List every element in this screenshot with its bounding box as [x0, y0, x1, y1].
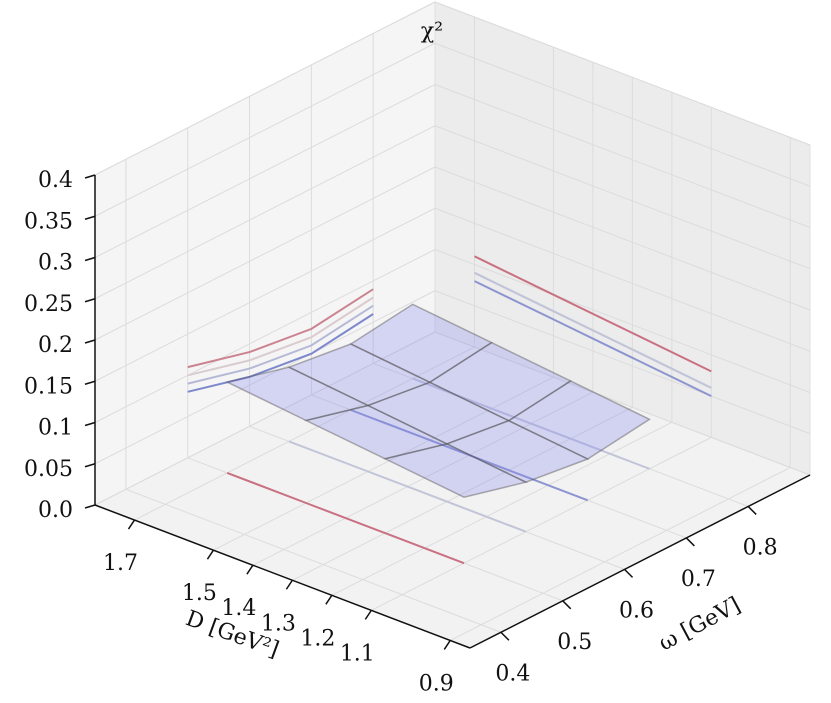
tick-mark	[685, 537, 695, 547]
z-tick-label: 0.1	[38, 416, 73, 441]
axis-line	[94, 504, 471, 649]
grid-line	[94, 290, 436, 465]
grid-line	[252, 391, 594, 566]
y-tick-label: 0.5	[557, 630, 592, 655]
grid-line	[434, 290, 811, 435]
surface-cell	[287, 343, 432, 407]
floor-projection	[350, 409, 589, 502]
y-tick-label: 0.4	[495, 661, 530, 686]
grid-line	[125, 488, 502, 633]
grid-line	[94, 166, 436, 341]
projections	[187, 255, 712, 565]
x-tick-label: 1.1	[340, 641, 375, 666]
grid-line	[94, 42, 436, 217]
tick-mark	[206, 549, 215, 560]
grid-line	[434, 1, 811, 146]
tick-mark	[246, 564, 254, 575]
z-tick-label: 0.2	[38, 333, 73, 358]
grid-line	[94, 331, 436, 506]
surface-cell	[303, 404, 450, 460]
x-tick-label: 1.7	[103, 551, 138, 576]
tick-mark	[84, 339, 96, 344]
surface-cell	[366, 381, 511, 445]
grid-line	[434, 249, 811, 393]
tick-mark	[84, 504, 96, 509]
grid-line	[434, 331, 811, 476]
tick-mark	[285, 579, 293, 590]
floor-projection	[412, 377, 650, 470]
tick-mark	[84, 380, 96, 385]
tick-mark	[747, 505, 757, 515]
y-axis-label: ω [GeV]	[655, 593, 745, 657]
z-tick-label: 0.35	[24, 209, 73, 234]
x-tick-label: 0.9	[419, 671, 454, 696]
x-tick-label: 1.4	[221, 596, 256, 621]
tick-mark	[84, 421, 96, 427]
right-wall-profile	[474, 271, 712, 389]
right-wall-profile	[474, 280, 712, 397]
tick-mark	[84, 298, 96, 303]
grid-line	[134, 346, 475, 521]
axes: 0.0 0.05 0.1 0.15 0.2 0.25 0.3 0.35 0.4 1.7 1.51.4…	[24, 168, 811, 696]
tick-mark	[84, 174, 96, 179]
grid-line	[434, 166, 811, 311]
grid-line	[94, 84, 436, 258]
left-wall-profile	[187, 288, 374, 369]
panes	[93, 1, 812, 649]
left-wall-profile	[187, 304, 374, 385]
left-wall-profile	[187, 296, 374, 377]
y-tick-label: 0.7	[681, 567, 716, 592]
surface	[224, 303, 652, 498]
grid-line	[331, 421, 673, 596]
y-tick-label: 0.8	[743, 535, 778, 560]
tick-mark	[84, 463, 96, 468]
tick-mark	[364, 609, 372, 620]
grid-line	[434, 42, 811, 187]
grid-line	[434, 84, 811, 228]
grid-line	[450, 467, 791, 641]
grid-line	[94, 249, 436, 423]
x-tick-label: 1.2	[300, 626, 335, 651]
left-wall-profile	[187, 313, 374, 393]
tick-mark	[443, 640, 451, 650]
tick-mark	[127, 519, 136, 530]
floor-projection	[226, 471, 465, 565]
grid-line	[371, 436, 712, 611]
grid-line	[213, 376, 554, 551]
grid-line	[94, 125, 436, 300]
x-tick-label: 1.5	[182, 581, 217, 606]
z-tick-label: 0.4	[38, 168, 73, 193]
surface-cell	[428, 341, 573, 422]
x-tick-label: 1.3	[261, 611, 296, 636]
z-tick-label: 0.25	[24, 292, 73, 317]
z-tick-label: 0.05	[24, 457, 73, 482]
surface-cell	[507, 380, 652, 460]
floor-projection	[288, 440, 527, 533]
y-tick-label: 0.6	[619, 598, 654, 623]
z-axis-label: χ²	[421, 19, 443, 44]
z-tick-label: 0.0	[38, 498, 73, 523]
right-wall-profile	[474, 255, 712, 373]
tick-mark	[562, 600, 572, 610]
z-tick-label: 0.3	[38, 251, 73, 276]
tick-mark	[84, 215, 96, 220]
surface-cell	[224, 366, 371, 422]
surface-cell	[382, 443, 529, 498]
tick-mark	[84, 256, 96, 262]
z-tick-label: 0.15	[24, 374, 73, 399]
grid-line	[434, 125, 811, 270]
grid-line	[434, 207, 811, 352]
tick-mark	[325, 594, 333, 605]
grid-line	[94, 1, 436, 176]
grid-line	[292, 406, 633, 581]
surface-cell	[349, 303, 494, 384]
grid-line	[94, 207, 436, 382]
axis-line	[469, 474, 811, 649]
tick-mark	[624, 568, 634, 578]
tick-mark	[500, 631, 510, 641]
surface-cell	[444, 419, 590, 484]
